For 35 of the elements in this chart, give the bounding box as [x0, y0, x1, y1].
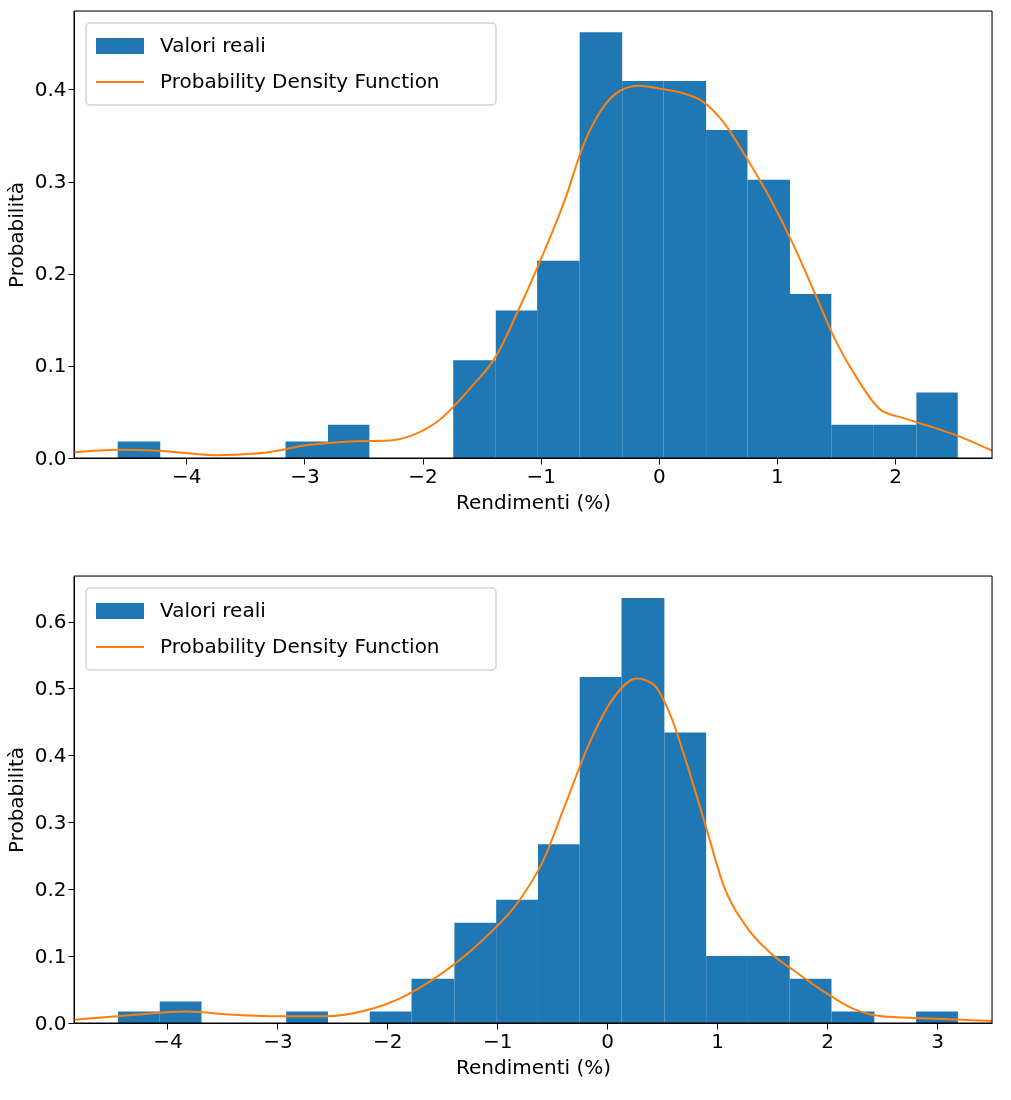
- y-axis-title: Probabilità: [3, 746, 28, 854]
- y-tick-label: 0.3: [34, 809, 67, 834]
- x-tick-label: −2: [408, 463, 438, 488]
- x-tick-label: −1: [526, 463, 556, 488]
- y-tick-label: 0.3: [34, 169, 67, 194]
- y-tick-label: 0.0: [34, 1010, 67, 1035]
- x-tick-label: 3: [931, 1028, 944, 1053]
- y-tick-label: 0.2: [34, 261, 67, 286]
- x-tick-label: −2: [373, 1028, 403, 1053]
- y-tick-label: 0.4: [34, 742, 67, 767]
- x-tick-label: −3: [263, 1028, 293, 1053]
- x-tick-label: 2: [889, 463, 902, 488]
- x-tick-label: 0: [652, 463, 666, 488]
- x-axis-title: Rendimenti (%): [455, 489, 612, 514]
- legend-label: Valori reali: [160, 33, 266, 57]
- y-tick-label: 0.4: [34, 76, 67, 101]
- legend-label: Valori reali: [160, 598, 266, 622]
- x-tick-label: 1: [771, 463, 784, 488]
- x-tick-label: 2: [821, 1028, 834, 1053]
- legend-label: Probability Density Function: [160, 634, 440, 658]
- x-tick-label: 1: [711, 1028, 725, 1053]
- y-tick-label: 0.2: [34, 876, 67, 901]
- y-tick-label: 0.6: [34, 609, 67, 633]
- y-tick-label: 0.5: [34, 675, 67, 700]
- x-tick-label: −1: [483, 1028, 513, 1053]
- x-tick-label: 0: [601, 1028, 615, 1053]
- x-tick-label: −3: [290, 463, 320, 488]
- y-tick-label: 0.0: [34, 445, 67, 470]
- y-axis-title: Probabilità: [3, 181, 28, 289]
- y-tick-label: 0.1: [34, 943, 67, 968]
- x-tick-label: −4: [153, 1028, 183, 1053]
- y-tick-label: 0.1: [34, 353, 67, 378]
- legend-label: Probability Density Function: [160, 69, 440, 93]
- x-axis-title: Rendimenti (%): [455, 1054, 612, 1079]
- x-tick-label: −4: [172, 463, 202, 488]
